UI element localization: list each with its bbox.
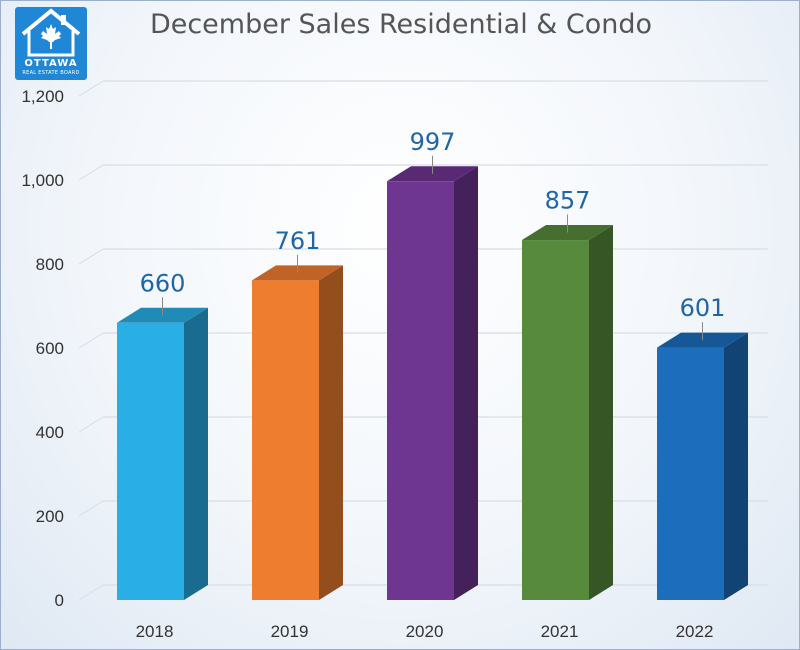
ottawa-real-estate-board-logo: OTTAWA REAL ESTATE BOARD	[15, 7, 87, 80]
chart-title: December Sales Residential & Condo	[149, 9, 653, 40]
logo-word: OTTAWA	[24, 58, 78, 69]
x-tick-label: 2021	[541, 622, 579, 641]
bar-side	[724, 332, 748, 600]
x-tick-label: 2019	[271, 622, 309, 641]
bar	[387, 181, 454, 600]
bar-side	[184, 307, 208, 600]
y-tick-label: 800	[36, 255, 64, 274]
y-tick-label: 600	[36, 339, 64, 358]
house-maple-leaf-icon	[21, 8, 81, 57]
x-tick-label: 2020	[406, 622, 444, 641]
gridline-depth	[78, 416, 104, 433]
gridline-depth	[78, 80, 104, 97]
y-tick-label: 400	[36, 423, 64, 442]
x-tick-label: 2018	[136, 622, 174, 641]
bar	[252, 280, 319, 600]
x-tick-label: 2022	[676, 622, 714, 641]
data-label: 601	[680, 294, 726, 322]
gridline-depth	[78, 584, 104, 601]
bar	[117, 322, 184, 600]
y-tick-label: 1,200	[21, 87, 64, 106]
y-tick-label: 0	[55, 591, 64, 610]
bar-side	[454, 166, 478, 600]
y-tick-label: 1,000	[21, 171, 64, 190]
bar-side	[319, 265, 343, 600]
data-label: 660	[140, 269, 186, 297]
bar	[522, 240, 589, 600]
gridline-depth	[78, 164, 104, 181]
bar	[657, 347, 724, 600]
bar-side	[589, 225, 613, 600]
data-label: 761	[275, 227, 321, 255]
y-tick-label: 200	[36, 507, 64, 526]
gridline-depth	[78, 248, 104, 265]
logo-subtitle: REAL ESTATE BOARD	[22, 70, 80, 76]
data-label: 997	[410, 128, 456, 156]
gridline-depth	[78, 332, 104, 349]
gridline-depth	[78, 500, 104, 517]
data-label: 857	[545, 187, 591, 215]
